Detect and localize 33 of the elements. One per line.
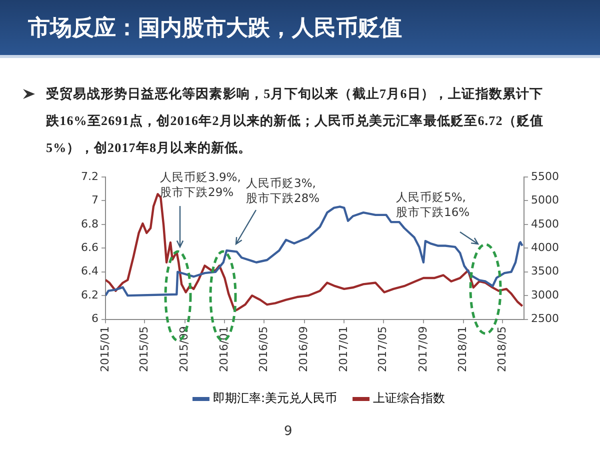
x-tick-label: 2016/01 [218,326,231,372]
y2-tick-label: 5500 [531,170,560,183]
y-tick-label: 7.2 [80,170,98,183]
y-tick-label: 6.8 [80,217,98,230]
x-tick-label: 2016/09 [297,326,310,372]
x-tick-label: 2015/05 [138,326,151,372]
x-tick-label: 2018/01 [456,326,470,372]
y2-tick-label: 3500 [531,264,560,278]
y-tick-label: 6.2 [80,288,98,302]
annotation: 人民币贬3%, 股市下跌28% [246,176,320,206]
chart-title: 市场反应：国内股市大跌，人民币贬值 [0,0,600,58]
annotation: 人民币贬5%, 股市下跌16% [396,190,470,220]
y-tick-label: 6.4 [80,264,98,278]
x-tick-label: 2015/01 [98,326,112,372]
y2-tick-label: 4500 [531,217,560,230]
annotation: 人民币贬3.9%, 股市下跌29% [160,170,241,200]
x-tick-label: 2015/09 [178,326,191,372]
y2-tick-label: 3000 [531,288,560,302]
x-tick-label: 2018/05 [495,326,508,372]
chart-subtitle: 受贸易战形势日益恶化等因素影响，5月下旬以来（截止7月6日），上证指数累计下跌16%至2691点，创2016年2月以来的新低；人民币兑美元汇率最低贬至6.72（贬值5%），创2017年8月以来的新低。 [46,85,545,157]
y2-tick-label: 2500 [531,312,560,326]
text: 9 [284,424,292,439]
y-tick-label: 6.6 [80,241,98,254]
x-tick-label: 2017/01 [336,326,350,372]
x-tick-label: 2017/05 [376,326,390,372]
x-tick-label: 2017/09 [416,326,430,372]
x-tick-label: 2016/05 [257,326,270,372]
legend-label: 即期汇率:美元兑人民币 [212,391,338,406]
y-tick-label: 6 [91,312,98,326]
legend-label: 上证综合指数 [373,391,446,406]
y-tick-label: 7 [91,194,98,207]
y2-tick-label: 5000 [531,194,560,207]
y2-tick-label: 4000 [531,241,560,254]
